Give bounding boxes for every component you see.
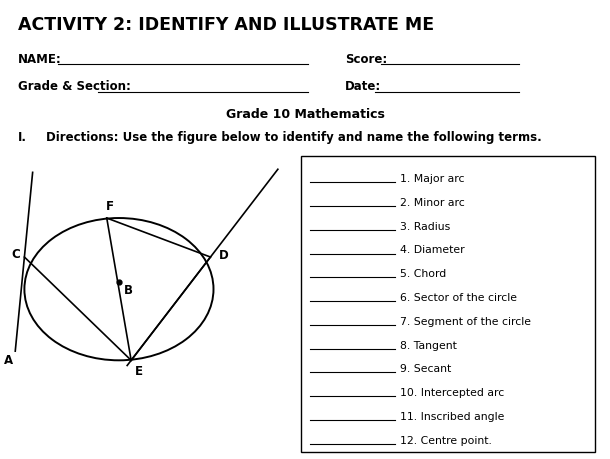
Text: 12. Centre point.: 12. Centre point. (400, 436, 492, 446)
Text: C: C (11, 248, 20, 261)
Text: D: D (218, 249, 228, 262)
Text: 3. Radius: 3. Radius (400, 222, 450, 232)
Text: B: B (124, 284, 133, 297)
Text: Score:: Score: (345, 53, 387, 66)
Text: 5. Chord: 5. Chord (400, 269, 446, 279)
Text: Date:: Date: (345, 80, 381, 93)
Text: E: E (135, 365, 143, 378)
Text: Directions: Use the figure below to identify and name the following terms.: Directions: Use the figure below to iden… (46, 131, 542, 144)
Text: F: F (106, 200, 114, 213)
Text: 1. Major arc: 1. Major arc (400, 174, 464, 184)
Bar (301, 156, 595, 452)
Text: NAME:: NAME: (18, 53, 62, 66)
Text: ACTIVITY 2: IDENTIFY AND ILLUSTRATE ME: ACTIVITY 2: IDENTIFY AND ILLUSTRATE ME (18, 16, 434, 34)
Text: 10. Intercepted arc: 10. Intercepted arc (400, 388, 504, 398)
Text: Grade & Section:: Grade & Section: (18, 80, 131, 93)
Text: 11. Inscribed angle: 11. Inscribed angle (400, 412, 504, 422)
Text: 7. Segment of the circle: 7. Segment of the circle (400, 317, 531, 327)
Text: A: A (4, 354, 13, 367)
Text: 4. Diameter: 4. Diameter (400, 246, 464, 255)
Text: 9. Secant: 9. Secant (400, 364, 451, 374)
Text: 2. Minor arc: 2. Minor arc (400, 198, 464, 208)
Text: 8. Tangent: 8. Tangent (400, 341, 456, 351)
Text: I.: I. (18, 131, 27, 144)
Text: Grade 10 Mathematics: Grade 10 Mathematics (226, 108, 384, 121)
Text: 6. Sector of the circle: 6. Sector of the circle (400, 293, 517, 303)
